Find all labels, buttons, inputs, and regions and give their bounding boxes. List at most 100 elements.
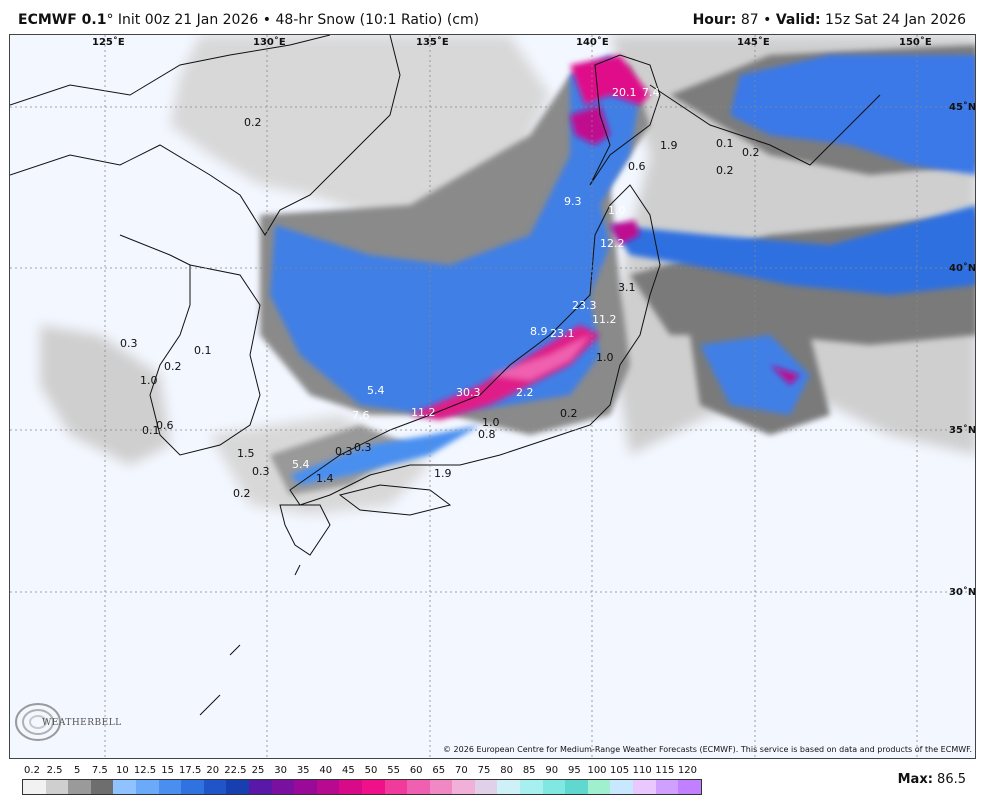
value-label: 0.3 [252, 465, 270, 478]
logo-swirl-icon [15, 703, 61, 741]
value-label: 1.0 [608, 204, 626, 217]
snowfall-map[interactable]: 125˚E 130˚E 135˚E 140˚E 145˚E 150˚E 45˚N… [9, 34, 976, 759]
legend-swatch [339, 780, 362, 794]
legend-label: 35 [296, 765, 310, 776]
value-label: 0.3 [354, 441, 372, 454]
legend-label: 2.5 [46, 765, 63, 776]
value-label: 0.2 [742, 146, 760, 159]
legend-swatch [452, 780, 475, 794]
legend-label: 55 [387, 765, 400, 776]
legend-swatch [203, 780, 227, 794]
map-title: ECMWF 0.1° Init 00z 21 Jan 2026 • 48-hr … [18, 12, 479, 28]
legend-swatch [113, 780, 136, 794]
legend-label: 15 [161, 765, 174, 776]
map-canvas: 125˚E 130˚E 135˚E 140˚E 145˚E 150˚E 45˚N… [10, 35, 976, 758]
value-label: 1.0 [140, 374, 158, 387]
lon-label: 145˚E [737, 36, 770, 48]
legend-swatch [610, 780, 634, 794]
legend-label: 80 [500, 765, 513, 776]
separator: • [262, 12, 271, 28]
value-label: 0.3 [120, 337, 138, 350]
legend-swatch [45, 780, 69, 794]
legend-label: 40 [319, 765, 333, 776]
value-label: 1.5 [237, 447, 255, 460]
legend-label: 12.5 [133, 765, 157, 776]
legend-label: 45 [342, 765, 355, 776]
value-labels-light: 0.2 1.9 0.1 0.6 0.2 0.2 3.1 1.0 0.3 0.1 … [120, 116, 760, 500]
value-label: 1.9 [660, 139, 678, 152]
lon-label: 130˚E [253, 36, 286, 48]
legend-label: 105 [610, 765, 630, 776]
value-label: 8.9 [530, 325, 548, 338]
value-label: 7.4 [642, 86, 660, 99]
legend-swatch [497, 780, 521, 794]
legend-swatch [23, 780, 46, 794]
model-name: ECMWF 0.1 [18, 12, 107, 28]
lon-label: 135˚E [416, 36, 449, 48]
longitude-labels: 125˚E 130˚E 135˚E 140˚E 145˚E 150˚E [92, 36, 932, 48]
valid-label: Valid: [775, 12, 821, 28]
valid-info: Hour: 87 • Valid: 15z Sat 24 Jan 2026 [693, 12, 966, 28]
legend-swatch [407, 780, 430, 794]
value-label: 3.1 [618, 281, 636, 294]
legend-label: 20 [206, 765, 220, 776]
legend-label: 10 [116, 765, 129, 776]
value-label: 20.1 [612, 86, 637, 99]
legend-label: 95 [568, 765, 581, 776]
value-label: 23.3 [572, 299, 597, 312]
lon-label: 140˚E [576, 36, 609, 48]
legend-label: 90 [545, 765, 559, 776]
value-label: 0.1 [194, 344, 212, 357]
legend-swatch [90, 780, 114, 794]
graticule [10, 35, 975, 758]
lat-label: 30˚N [949, 586, 976, 598]
legend-swatch [655, 780, 679, 794]
legend-label: 85 [522, 765, 536, 776]
legend-label: 110 [632, 765, 652, 776]
value-label: 0.2 [233, 487, 251, 500]
legend-label: 120 [677, 765, 697, 776]
value-label: 0.2 [716, 164, 734, 177]
value-label: 7.6 [352, 409, 370, 422]
lon-label: 150˚E [899, 36, 932, 48]
legend-label: 70 [455, 765, 468, 776]
value-label: 30.3 [456, 386, 481, 399]
legend-swatch [135, 780, 159, 794]
legend-labels: 0.2 2.5 5 7.5 10 12.5 15 17.5 20 22.5 25 30 35 40 45 50… [22, 765, 702, 777]
legend-swatch [361, 780, 385, 794]
value-label: 9.3 [564, 195, 582, 208]
legend-label: 22.5 [224, 765, 247, 776]
legend-swatch [158, 780, 182, 794]
legend-label: 30 [274, 765, 287, 776]
legend-label: 60 [409, 765, 423, 776]
heavy-snow-area [270, 55, 975, 485]
hour-label: Hour: [692, 12, 737, 28]
separator: • [763, 12, 772, 28]
init-time: Init 00z 21 Jan 2026 [117, 12, 259, 28]
value-label: 0.2 [244, 116, 262, 129]
value-label: 0.1 [142, 424, 160, 437]
legend-swatch [587, 780, 611, 794]
legend-swatch [294, 780, 317, 794]
value-label: 1.0 [596, 351, 614, 364]
value-label: 23.1 [550, 327, 575, 340]
weatherbell-logo: WEATHERBELL [14, 700, 121, 746]
legend-label: 50 [364, 765, 378, 776]
legend-swatch [474, 780, 498, 794]
legend-swatch [384, 780, 408, 794]
value-label: 0.8 [478, 428, 496, 441]
legend-label: 25 [251, 765, 265, 776]
legend-swatch [316, 780, 340, 794]
max-label: Max: [897, 772, 933, 787]
extreme-snow-area [410, 55, 800, 420]
value-label: 5.4 [292, 458, 310, 471]
legend-swatch [542, 780, 566, 794]
lat-label: 40˚N [949, 262, 976, 274]
value-label: 1.4 [316, 472, 334, 485]
coastlines [10, 35, 881, 716]
max-number: 86.5 [937, 772, 966, 787]
value-label: 11.2 [592, 313, 617, 326]
legend-swatch [271, 780, 295, 794]
value-label: 0.6 [156, 419, 174, 432]
value-label: 0.1 [716, 137, 734, 150]
